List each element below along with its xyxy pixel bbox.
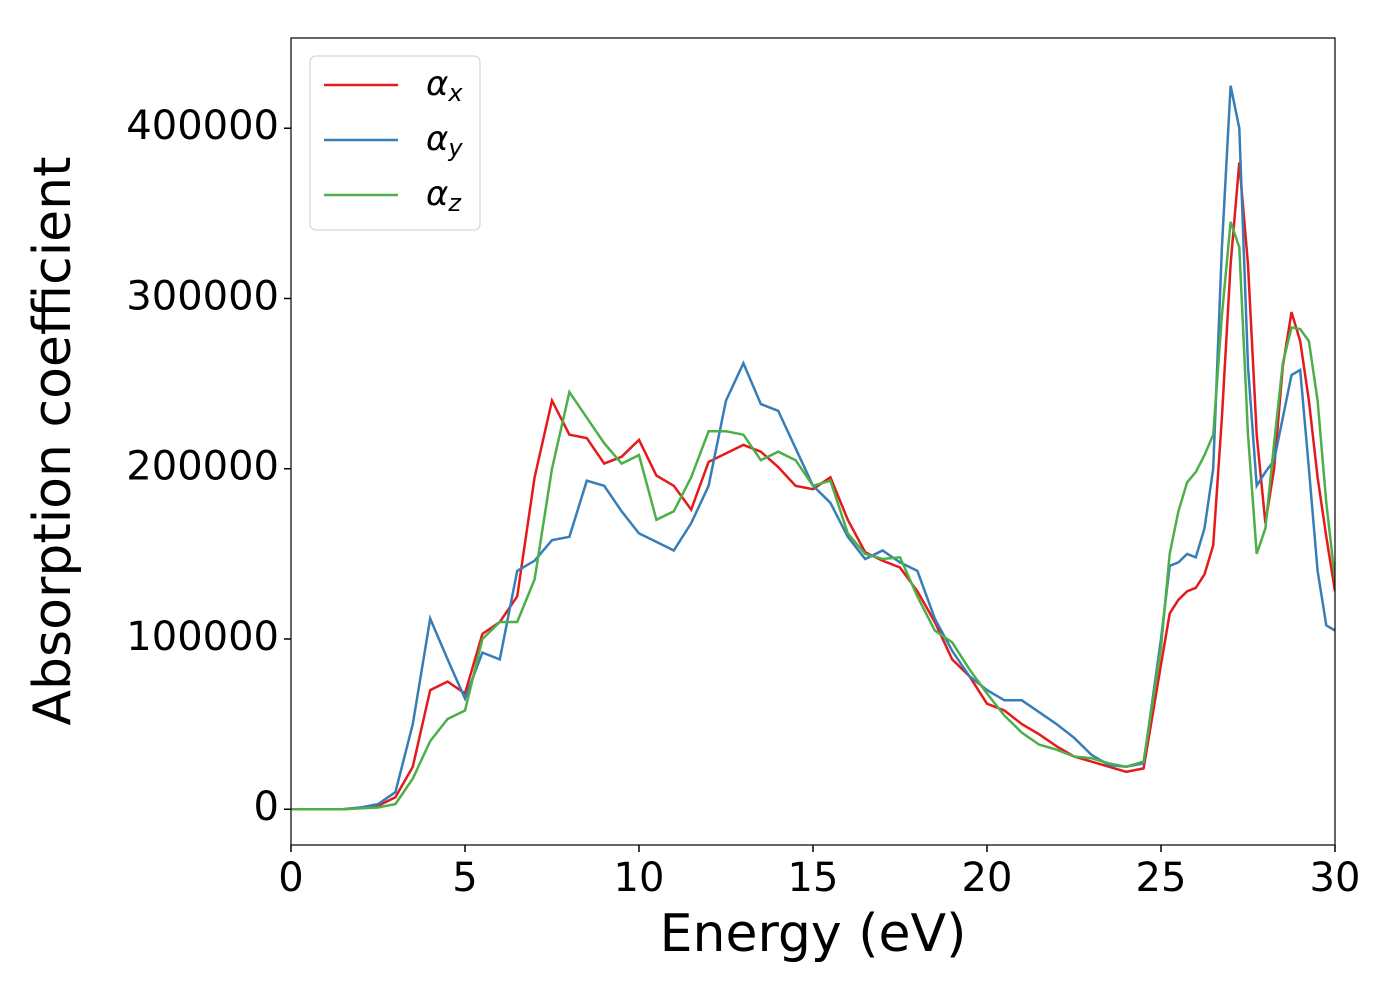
x-tick-label: 5 — [452, 855, 477, 901]
x-axis-label: Energy (eV) — [660, 904, 967, 964]
x-tick-label: 10 — [614, 855, 665, 901]
x-tick-label: 30 — [1310, 855, 1361, 901]
legend-label: αx — [426, 64, 463, 108]
series-line — [291, 85, 1335, 811]
y-tick-label: 400000 — [126, 103, 279, 149]
legend-box — [309, 55, 481, 231]
x-tick-label: 15 — [788, 855, 839, 901]
legend-label: αz — [426, 174, 462, 218]
y-tick-label: 0 — [254, 784, 279, 830]
x-tick-label: 0 — [278, 855, 303, 901]
x-tick-label: 20 — [962, 855, 1013, 901]
series-line — [291, 221, 1335, 811]
y-tick-label: 200000 — [126, 444, 279, 490]
y-tick-label: 300000 — [126, 273, 279, 319]
legend-label: αy — [426, 119, 463, 163]
plot-frame — [290, 37, 1336, 846]
y-axis-label: Absorption coefficient — [23, 156, 83, 725]
x-tick-label: 25 — [1136, 855, 1187, 901]
y-tick-label: 100000 — [126, 614, 279, 660]
